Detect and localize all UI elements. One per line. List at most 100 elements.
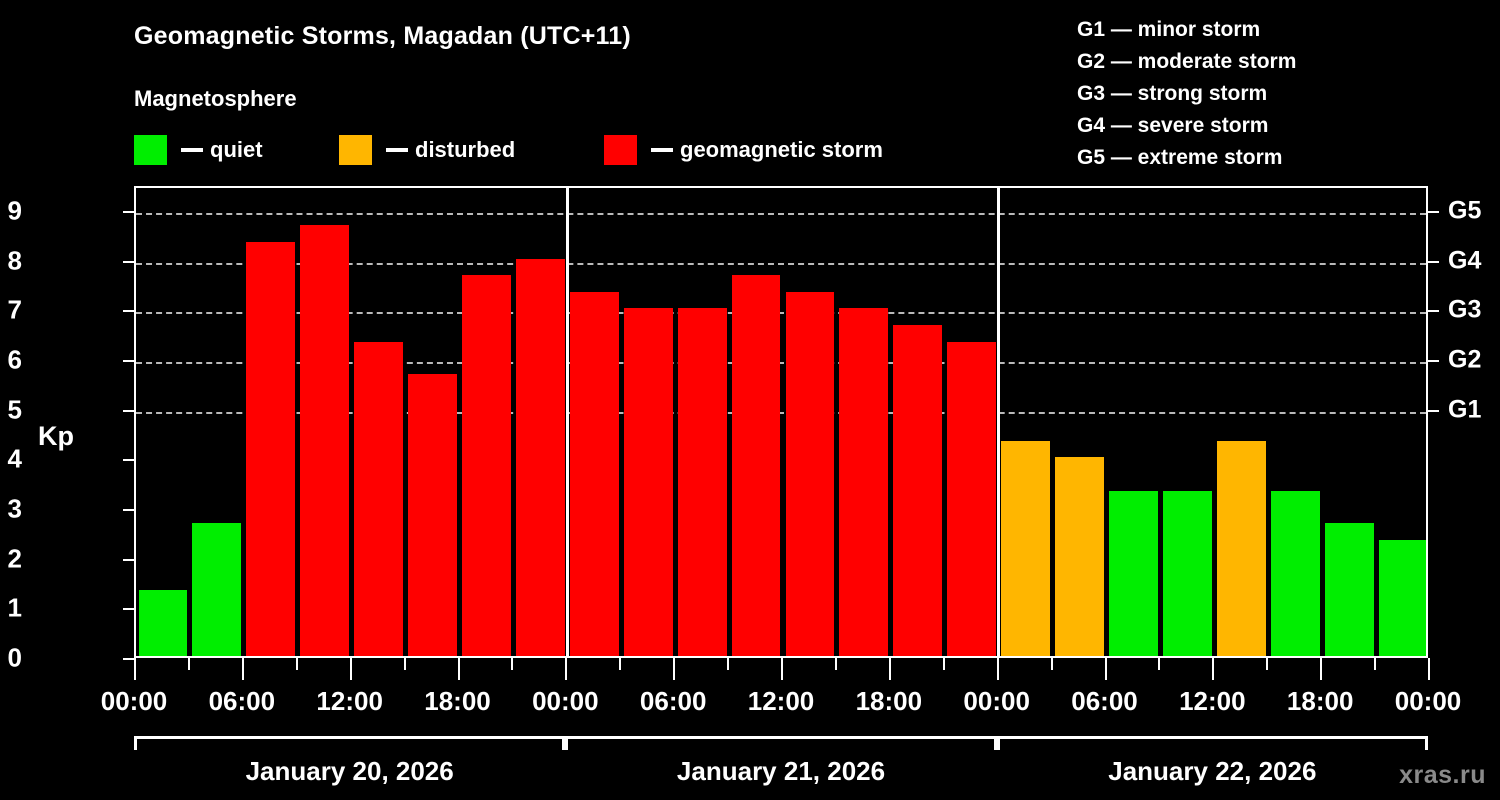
gscale-key-line-g2: G2 — moderate storm (1077, 50, 1297, 73)
x-tick-mark-22 (1320, 658, 1323, 680)
y-tick-label-5: 5 (7, 394, 22, 425)
x-tick-mark-2 (241, 658, 244, 680)
bar-7 (515, 258, 565, 656)
x-tick-label-12: 00:00 (1394, 686, 1462, 716)
date-bracket-1 (134, 736, 566, 750)
date-bracket-2 (565, 736, 997, 750)
legend-dash-icon (651, 148, 673, 152)
gridline-kp-7 (136, 312, 1426, 315)
x-tick-label-9: 06:00 (1071, 686, 1138, 716)
x-tick-label-10: 12:00 (1179, 686, 1246, 716)
x-tick-mark-7 (511, 658, 514, 670)
legend-label-quiet: quiet (210, 137, 263, 162)
x-tick-mark-24 (1428, 658, 1430, 680)
y-tick-label-8: 8 (7, 245, 22, 276)
bar-4 (354, 341, 404, 656)
bar-8 (569, 291, 619, 656)
x-tick-mark-8 (565, 658, 568, 680)
legend-swatch-disturbed (339, 135, 372, 165)
g-tick-label-g4: G4 (1448, 246, 1482, 275)
bar-17 (1055, 457, 1104, 656)
g-tick-label-g3: G3 (1448, 295, 1482, 324)
y-tick-mark-9 (123, 210, 134, 213)
bar-3 (300, 225, 350, 656)
x-tick-mark-4 (349, 658, 352, 680)
x-tick-label-8: 00:00 (963, 686, 1030, 716)
g-tick-mark-g1 (1428, 409, 1439, 412)
bar-18 (1109, 490, 1158, 656)
x-tick-label-11: 18:00 (1286, 686, 1354, 716)
y-tick-mark-1 (123, 608, 134, 611)
y-tick-mark-7 (123, 310, 134, 313)
watermark: xras.ru (1399, 761, 1486, 789)
x-tick-mark-12 (781, 658, 783, 680)
x-tick-label-2: 12:00 (316, 686, 383, 716)
g-tick-label-g2: G2 (1448, 345, 1482, 374)
x-tick-mark-16 (996, 658, 999, 680)
day-divider (997, 188, 1001, 656)
gscale-key: G1 — minor storm G2 — moderate storm G3 — … (1077, 14, 1407, 174)
gridline-kp-6 (136, 361, 1426, 364)
gscale-key-line-g4: G4 — severe storm (1077, 114, 1269, 137)
g-tick-mark-g2 (1428, 359, 1439, 362)
x-tick-mark-5 (403, 658, 406, 670)
date-label-1: January 20, 2026 (245, 756, 454, 786)
bar-9 (623, 308, 673, 656)
x-tick-mark-17 (1050, 658, 1053, 670)
x-tick-mark-0 (134, 658, 136, 680)
bar-13 (839, 308, 889, 656)
y-tick-label-4: 4 (7, 443, 22, 474)
x-tick-mark-6 (457, 658, 460, 680)
bar-21 (1270, 490, 1320, 656)
gridline-kp-8 (136, 262, 1426, 265)
g-tick-label-g1: G1 (1448, 395, 1482, 424)
bar-16 (1001, 440, 1051, 656)
y-tick-mark-6 (123, 359, 134, 362)
x-tick-mark-20 (1212, 658, 1215, 680)
bar-23 (1378, 540, 1426, 656)
y-tick-mark-2 (123, 558, 134, 561)
legend-dash-icon (181, 148, 203, 152)
bar-0 (138, 589, 188, 656)
x-tick-mark-13 (834, 658, 837, 670)
legend-swatch-quiet (134, 135, 167, 165)
gscale-key-line-g3: G3 — strong storm (1077, 82, 1268, 105)
y-tick-label-9: 9 (7, 195, 22, 226)
x-tick-label-6: 12:00 (747, 686, 815, 716)
bar-19 (1162, 490, 1212, 656)
legend-dash-icon (386, 148, 408, 152)
bar-1 (192, 523, 242, 656)
plot-area (134, 186, 1428, 658)
x-tick-label-7: 18:00 (855, 686, 923, 716)
y-tick-label-2: 2 (7, 543, 22, 574)
y-tick-label-7: 7 (7, 294, 22, 325)
y-tick-mark-3 (123, 508, 134, 511)
x-tick-mark-9 (619, 658, 622, 670)
x-tick-mark-14 (888, 658, 891, 680)
magnetosphere-label: Magnetosphere (134, 86, 297, 111)
legend-item-storm: geomagnetic storm (604, 135, 883, 165)
x-tick-mark-11 (727, 658, 730, 670)
gscale-key-line-g1: G1 — minor storm (1077, 18, 1261, 41)
bar-6 (462, 274, 511, 656)
y-tick-mark-8 (123, 260, 134, 263)
date-bracket-3 (996, 736, 1428, 750)
bar-10 (677, 308, 727, 656)
bar-12 (785, 291, 835, 656)
x-tick-label-1: 06:00 (208, 686, 276, 716)
g-tick-label-g5: G5 (1448, 196, 1482, 225)
gridline-kp-5 (136, 411, 1426, 414)
x-tick-mark-1 (187, 658, 190, 670)
x-tick-label-0: 00:00 (100, 686, 168, 716)
x-tick-mark-21 (1266, 658, 1269, 670)
day-divider (565, 188, 569, 656)
y-tick-mark-4 (123, 459, 134, 462)
y-tick-label-1: 1 (7, 592, 22, 623)
x-tick-mark-3 (295, 658, 298, 670)
bar-20 (1216, 440, 1266, 656)
y-tick-label-6: 6 (7, 344, 22, 375)
gscale-key-line-g5: G5 — extreme storm (1077, 146, 1283, 169)
x-tick-label-5: 06:00 (639, 686, 707, 716)
x-tick-mark-19 (1158, 658, 1161, 670)
y-tick-label-3: 3 (7, 493, 22, 524)
